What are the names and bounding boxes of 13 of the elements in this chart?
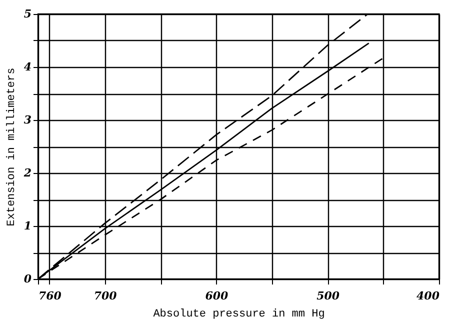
x-tick-label: 500 bbox=[316, 290, 340, 302]
y-tick-label: 5 bbox=[24, 8, 32, 20]
y-tick-label: 2 bbox=[22, 166, 32, 180]
y-tick-label: 0 bbox=[24, 272, 32, 286]
y-tick-label: 4 bbox=[24, 60, 32, 74]
x-tick-label: 400 bbox=[416, 290, 440, 302]
y-tick-label: 1 bbox=[24, 220, 32, 232]
x-axis-title: Absolute pressure in mm Hg bbox=[153, 308, 325, 320]
x-tick-label: 700 bbox=[94, 290, 118, 302]
y-tick-label: 3 bbox=[24, 114, 32, 126]
x-tick-label: 760 bbox=[38, 290, 62, 302]
y-axis-title: Extension in millimeters bbox=[6, 68, 18, 226]
x-tick-label: 600 bbox=[205, 290, 229, 302]
